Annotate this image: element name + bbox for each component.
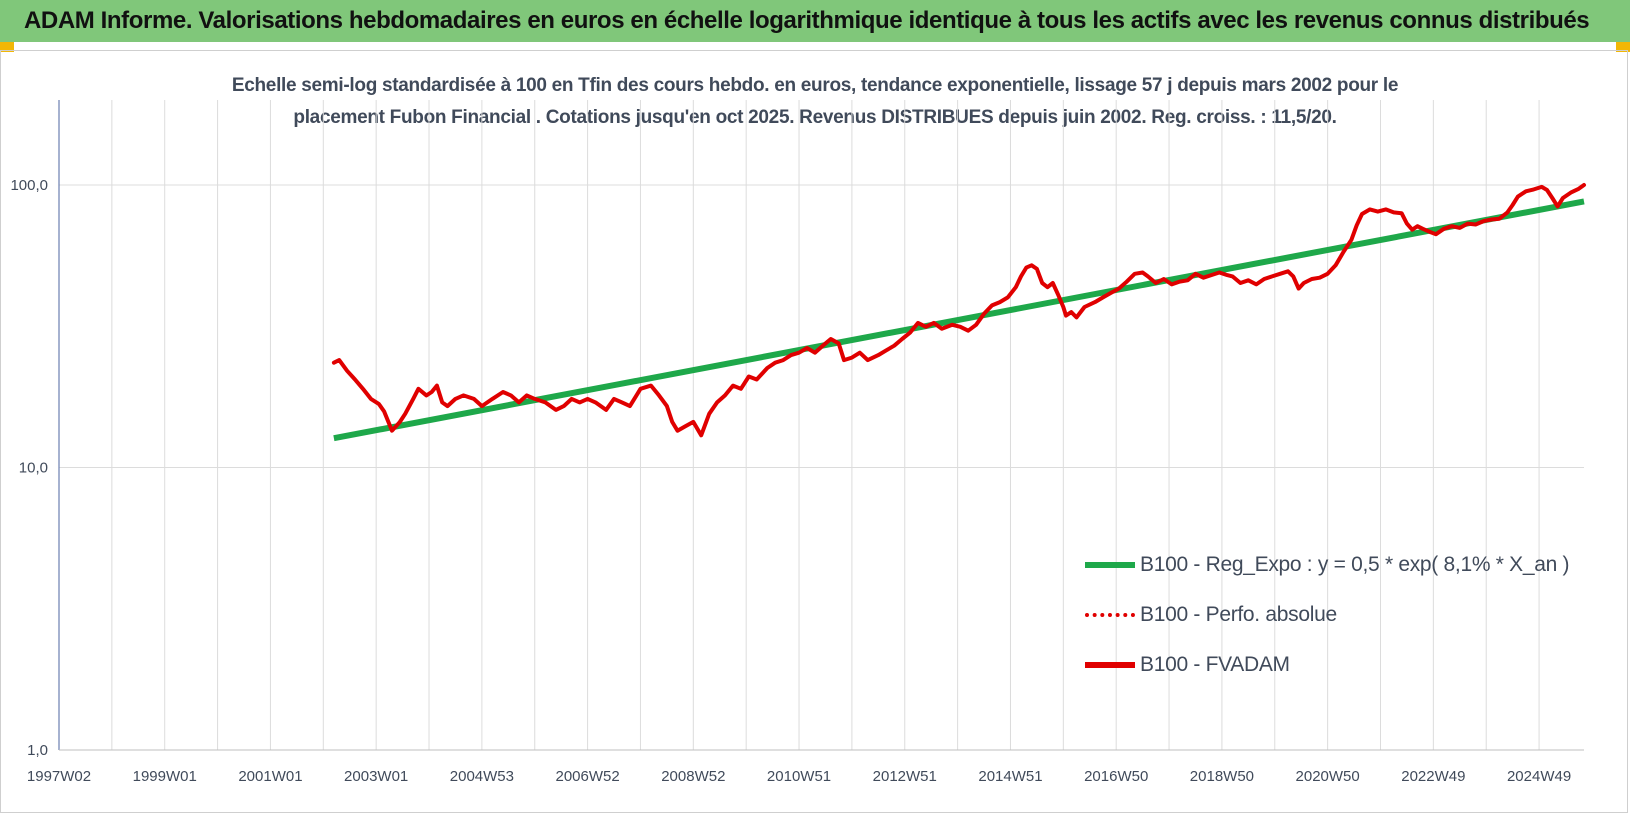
- y-tick-label: 10,0: [19, 460, 48, 477]
- chart-legend: B100 - Reg_Expo : y = 0,5 * exp( 8,1% * …: [1085, 540, 1570, 690]
- x-tick-label: 2016W50: [1084, 768, 1148, 785]
- legend-item-regression: B100 - Reg_Expo : y = 0,5 * exp( 8,1% * …: [1085, 540, 1570, 590]
- chart-title-line-2: placement Fubon Financial . Cotations ju…: [293, 107, 1337, 128]
- x-tick-label: 2003W01: [344, 768, 408, 785]
- fvadam-line: [331, 183, 1586, 438]
- x-tick-label: 2018W50: [1190, 768, 1254, 785]
- x-tick-label: 2010W51: [767, 768, 831, 785]
- legend-label-regression: B100 - Reg_Expo : y = 0,5 * exp( 8,1% * …: [1140, 553, 1570, 576]
- x-tick-label: 2008W52: [661, 768, 725, 785]
- legend-item-absolute-perf: B100 - Perfo. absolue: [1085, 590, 1569, 640]
- x-tick-label: 2012W51: [873, 768, 937, 785]
- x-tick-label: 2004W53: [450, 768, 514, 785]
- legend-item-fvadam: B100 - FVADAM: [1085, 640, 1569, 690]
- chart-frame: [0, 50, 1628, 813]
- legend-swatch-red-dotted: [1085, 613, 1135, 617]
- report-banner: ADAM Informe. Valorisations hebdomadaire…: [0, 0, 1630, 42]
- y-tick-label: 1,0: [27, 742, 48, 759]
- legend-swatch-green-solid: [1085, 562, 1135, 568]
- x-tick-label: 2022W49: [1401, 768, 1465, 785]
- y-tick-label: 100,0: [10, 177, 48, 194]
- report-banner-title: ADAM Informe. Valorisations hebdomadaire…: [24, 7, 1590, 34]
- chart-title: Echelle semi-log standardisée à 100 en T…: [140, 70, 1490, 134]
- x-tick-label: 2006W52: [555, 768, 619, 785]
- x-tick-label: 2024W49: [1507, 768, 1571, 785]
- x-tick-label: 2001W01: [238, 768, 302, 785]
- regression-line: [333, 198, 1585, 442]
- x-tick-label: 2014W51: [978, 768, 1042, 785]
- legend-label-absolute-perf: B100 - Perfo. absolue: [1140, 603, 1337, 626]
- x-tick-label: 1997W02: [27, 768, 91, 785]
- corner-mark-left: [0, 42, 14, 52]
- corner-mark-right: [1616, 42, 1630, 52]
- x-tick-label: 1999W01: [133, 768, 197, 785]
- chart-title-line-1: Echelle semi-log standardisée à 100 en T…: [231, 75, 1399, 96]
- legend-swatch-red-solid: [1085, 662, 1135, 668]
- legend-label-fvadam: B100 - FVADAM: [1140, 653, 1290, 676]
- x-tick-label: 2020W50: [1296, 768, 1360, 785]
